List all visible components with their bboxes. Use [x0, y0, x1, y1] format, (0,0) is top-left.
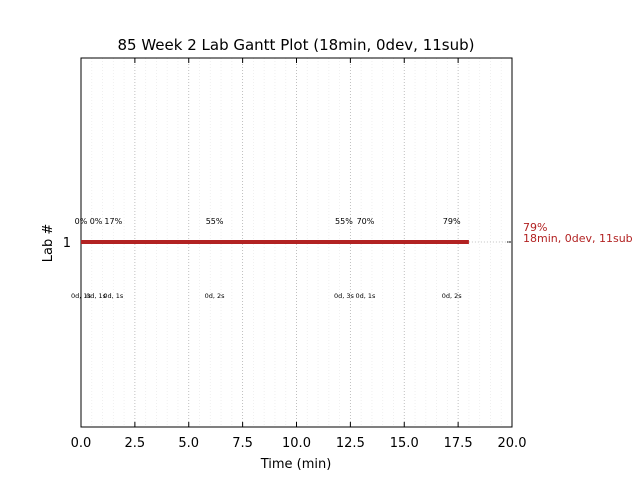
y-axis-label: Lab # — [41, 224, 56, 263]
x-tick-label: 20.0 — [498, 436, 527, 451]
submission-score-label: 0% — [90, 217, 103, 226]
gantt-marks: 1 0% 0d, 1s 0% 0d, 1s 17% 0d, 1s 55% 0d, 2s 55% 0d… — [63, 217, 633, 300]
row-end-summary-label: 18min, 0dev, 11sub — [523, 232, 633, 245]
chart-title: 85 Week 2 Lab Gantt Plot (18min, 0dev, 1… — [117, 36, 474, 54]
x-axis-ticks: 0.0 2.5 5.0 7.5 10.0 12.5 15.0 17.5 20.0 — [71, 58, 527, 451]
x-tick-label: 7.5 — [232, 436, 253, 451]
row-end-score-label: 79% — [523, 221, 547, 234]
submission-detail-label: 0d, 2s — [205, 292, 226, 300]
x-tick-label: 12.5 — [336, 436, 365, 451]
x-tick-label: 17.5 — [444, 436, 473, 451]
submission-detail-label: 0d, 1s — [71, 292, 92, 300]
submission-detail-label: 0d, 3s — [334, 292, 355, 300]
x-axis-label: Time (min) — [260, 457, 332, 472]
submission-score-label: 70% — [357, 217, 375, 226]
x-tick-label: 15.0 — [390, 436, 419, 451]
submission-score-label: 0% — [75, 217, 88, 226]
x-tick-label: 10.0 — [282, 436, 311, 451]
submission-detail-label: 0d, 1s — [103, 292, 124, 300]
y-tick-label: 1 — [63, 236, 71, 251]
x-tick-label: 2.5 — [125, 436, 146, 451]
submission-detail-label: 0d, 1s — [86, 292, 107, 300]
submission-score-label: 55% — [206, 217, 224, 226]
x-tick-label: 5.0 — [178, 436, 199, 451]
submission-score-label: 79% — [443, 217, 461, 226]
submission-score-label: 55% — [335, 217, 353, 226]
submission-score-label: 17% — [104, 217, 122, 226]
submission-detail-label: 0d, 2s — [442, 292, 463, 300]
submission-detail-label: 0d, 1s — [355, 292, 376, 300]
x-tick-label: 0.0 — [71, 436, 92, 451]
